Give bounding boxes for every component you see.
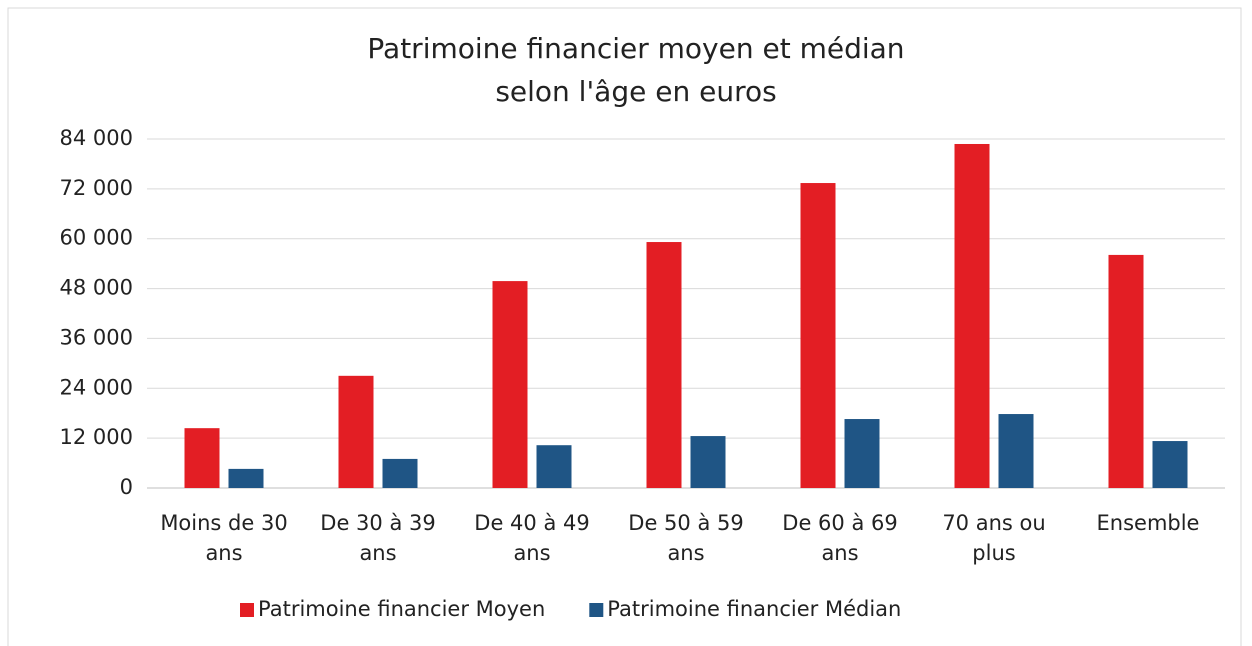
x-tick-label: 70 ans ou plus: [942, 511, 1046, 565]
y-tick-label: 36 000: [60, 325, 133, 349]
bar: [382, 458, 418, 488]
legend-swatch: [589, 603, 604, 617]
x-tick-label: De 50 à 59 ans: [628, 511, 744, 565]
x-tick-label: De 60 à 69 ans: [782, 511, 898, 565]
bar: [800, 183, 836, 489]
bar: [338, 375, 374, 488]
x-tick-label: Moins de 30 ans: [160, 511, 288, 565]
bar: [844, 419, 880, 488]
legend-label: Patrimoine financier Médian: [607, 597, 901, 621]
legend-swatch: [240, 603, 254, 617]
bar: [954, 143, 990, 488]
bar: [998, 414, 1034, 488]
bar: [492, 281, 528, 488]
y-tick-label: 24 000: [60, 375, 133, 399]
chart-title: selon l'âge en euros: [495, 75, 776, 108]
bar: [228, 468, 264, 488]
y-tick-label: 12 000: [60, 425, 133, 449]
bar: [1152, 441, 1188, 488]
x-tick-label: De 30 à 39 ans: [320, 511, 436, 565]
y-tick-label: 48 000: [60, 276, 133, 300]
y-tick-label: 60 000: [60, 226, 133, 250]
x-tick-label: De 40 à 49 ans: [474, 511, 590, 565]
bar: [646, 242, 682, 488]
x-tick-label: Ensemble: [1096, 511, 1200, 535]
chart-title: Patrimoine financier moyen et médian: [367, 32, 904, 65]
bar: [690, 436, 726, 488]
bar: [536, 445, 572, 488]
legend-label: Patrimoine financier Moyen: [258, 597, 545, 621]
bar: [1108, 254, 1144, 488]
y-tick-label: 72 000: [60, 176, 133, 200]
bar: [184, 428, 220, 488]
y-tick-label: 84 000: [60, 126, 133, 150]
chart-border: [7, 7, 1242, 646]
y-tick-label: 0: [120, 475, 133, 499]
